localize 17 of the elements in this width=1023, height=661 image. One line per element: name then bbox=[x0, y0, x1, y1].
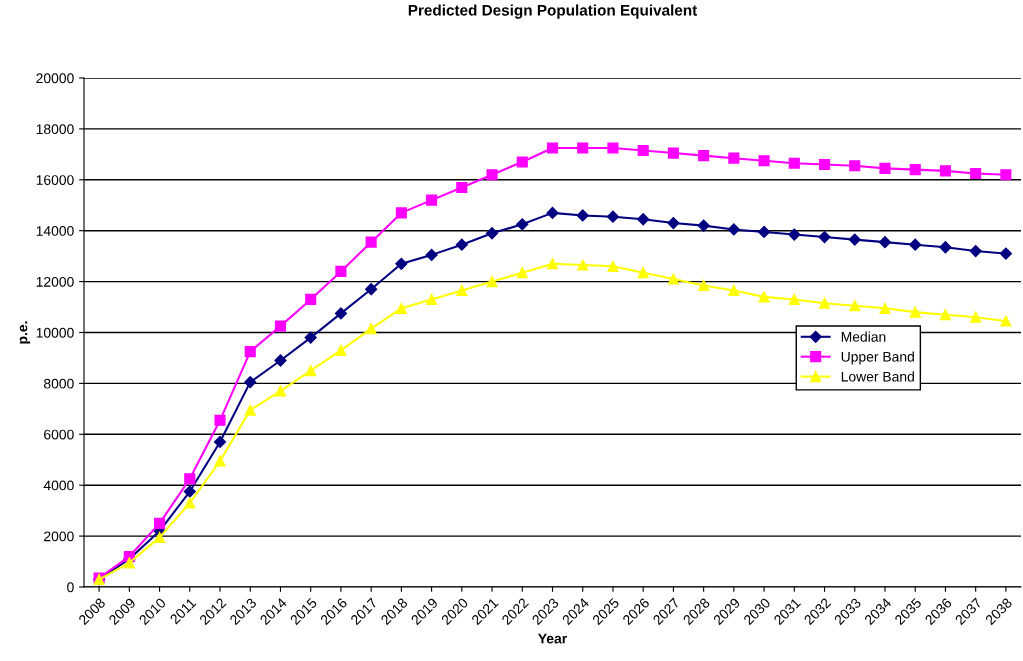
y-tick-label: 10000 bbox=[36, 327, 74, 338]
y-tick-label: 14000 bbox=[36, 226, 74, 236]
legend-label: Lower Band bbox=[841, 371, 914, 382]
y-tick-label: 2000 bbox=[44, 531, 74, 542]
y-axis-title: p.e. bbox=[19, 321, 31, 344]
legend-label: Median bbox=[841, 331, 886, 342]
y-tick-label: 12000 bbox=[36, 276, 74, 287]
y-tick-label: 4000 bbox=[43, 480, 74, 491]
x-axis-title: Year bbox=[538, 633, 567, 644]
legend-label: Upper Band bbox=[841, 351, 914, 365]
y-tick-label: 6000 bbox=[44, 429, 74, 440]
y-tick-label: 20000 bbox=[36, 73, 74, 84]
y-tick-label: 8000 bbox=[43, 378, 74, 389]
y-tick-label: 18000 bbox=[36, 124, 74, 135]
y-tick-label: 0 bbox=[67, 582, 74, 593]
y-tick-label: 16000 bbox=[36, 175, 74, 185]
chart-title: Predicted Design Population Equivalent bbox=[408, 4, 698, 19]
